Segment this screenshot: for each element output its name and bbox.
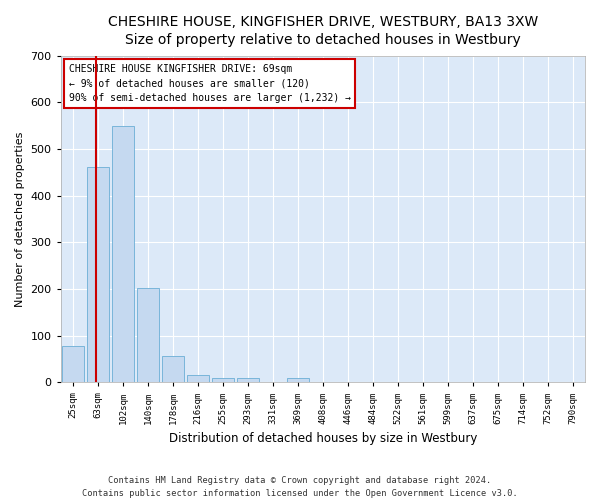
Y-axis label: Number of detached properties: Number of detached properties [15, 132, 25, 306]
Bar [137, 288, 160, 382]
Bar [162, 356, 184, 382]
Bar [112, 126, 134, 382]
X-axis label: Distribution of detached houses by size in Westbury: Distribution of detached houses by size … [169, 432, 477, 445]
Bar [212, 378, 234, 382]
Text: Contains HM Land Registry data © Crown copyright and database right 2024.
Contai: Contains HM Land Registry data © Crown c… [82, 476, 518, 498]
Bar [62, 346, 85, 383]
Title: CHESHIRE HOUSE, KINGFISHER DRIVE, WESTBURY, BA13 3XW
Size of property relative t: CHESHIRE HOUSE, KINGFISHER DRIVE, WESTBU… [108, 15, 538, 48]
Bar [187, 376, 209, 382]
Bar [87, 166, 109, 382]
Bar [237, 378, 259, 382]
Text: CHESHIRE HOUSE KINGFISHER DRIVE: 69sqm
← 9% of detached houses are smaller (120): CHESHIRE HOUSE KINGFISHER DRIVE: 69sqm ←… [68, 64, 350, 104]
Bar [287, 378, 309, 382]
